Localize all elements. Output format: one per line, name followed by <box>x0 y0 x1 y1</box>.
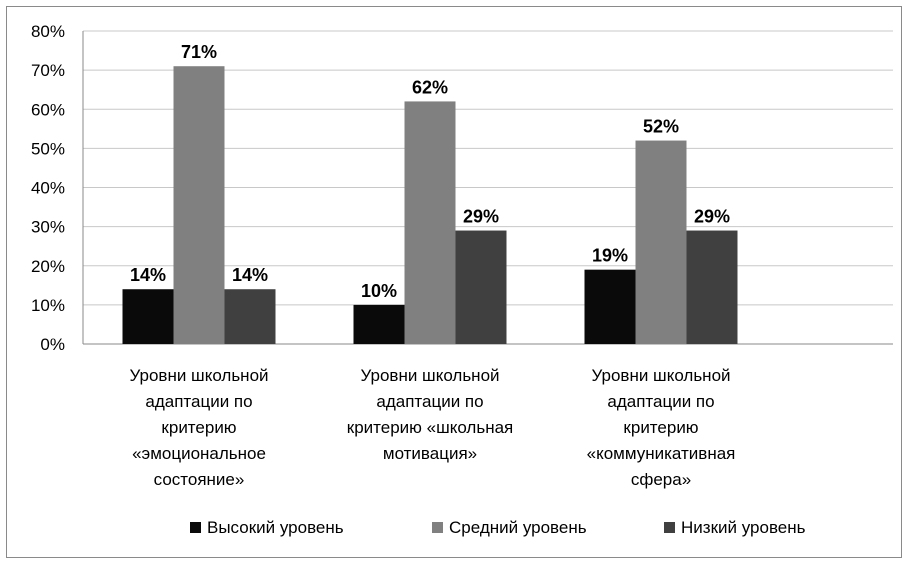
data-label: 29% <box>694 207 730 227</box>
data-label: 71% <box>181 42 217 62</box>
data-label: 14% <box>130 265 166 285</box>
category-label: адаптации по <box>145 392 252 411</box>
category-label: адаптации по <box>607 392 714 411</box>
data-label: 52% <box>643 117 679 137</box>
category-label: Уровни школьной <box>360 366 499 385</box>
category-label: критерию <box>623 418 698 437</box>
bar <box>635 140 687 344</box>
y-tick-label: 30% <box>31 218 65 237</box>
y-tick-label: 40% <box>31 179 65 198</box>
category-label: сфера» <box>631 470 691 489</box>
category-label: критерию «школьная <box>347 418 514 437</box>
category-label: состояние» <box>154 470 245 489</box>
legend-swatch <box>432 522 443 533</box>
bar <box>173 66 225 345</box>
legend-label: Высокий уровень <box>207 518 344 537</box>
category-label: «эмоциональное <box>132 444 266 463</box>
bar <box>686 230 738 344</box>
legend-swatch <box>190 522 201 533</box>
category-label: Уровни школьной <box>129 366 268 385</box>
y-tick-label: 60% <box>31 100 65 119</box>
data-label: 62% <box>412 77 448 97</box>
data-label: 10% <box>361 281 397 301</box>
bar <box>224 289 276 344</box>
bar <box>404 101 456 344</box>
category-label: Уровни школьной <box>591 366 730 385</box>
y-tick-label: 80% <box>31 22 65 41</box>
category-label: критерию <box>161 418 236 437</box>
y-tick-label: 10% <box>31 296 65 315</box>
category-label: «коммуникативная <box>587 444 736 463</box>
legend-swatch <box>664 522 675 533</box>
bar <box>455 230 507 344</box>
data-label: 29% <box>463 207 499 227</box>
y-tick-label: 50% <box>31 139 65 158</box>
legend-label: Низкий уровень <box>681 518 806 537</box>
y-tick-label: 20% <box>31 257 65 276</box>
bar <box>584 269 636 344</box>
data-label: 19% <box>592 246 628 266</box>
bar <box>122 289 174 344</box>
category-label: мотивация» <box>383 444 477 463</box>
category-label: адаптации по <box>376 392 483 411</box>
data-label: 14% <box>232 265 268 285</box>
legend-label: Средний уровень <box>449 518 587 537</box>
bar <box>353 304 405 344</box>
y-tick-label: 0% <box>40 335 65 354</box>
y-tick-label: 70% <box>31 61 65 80</box>
